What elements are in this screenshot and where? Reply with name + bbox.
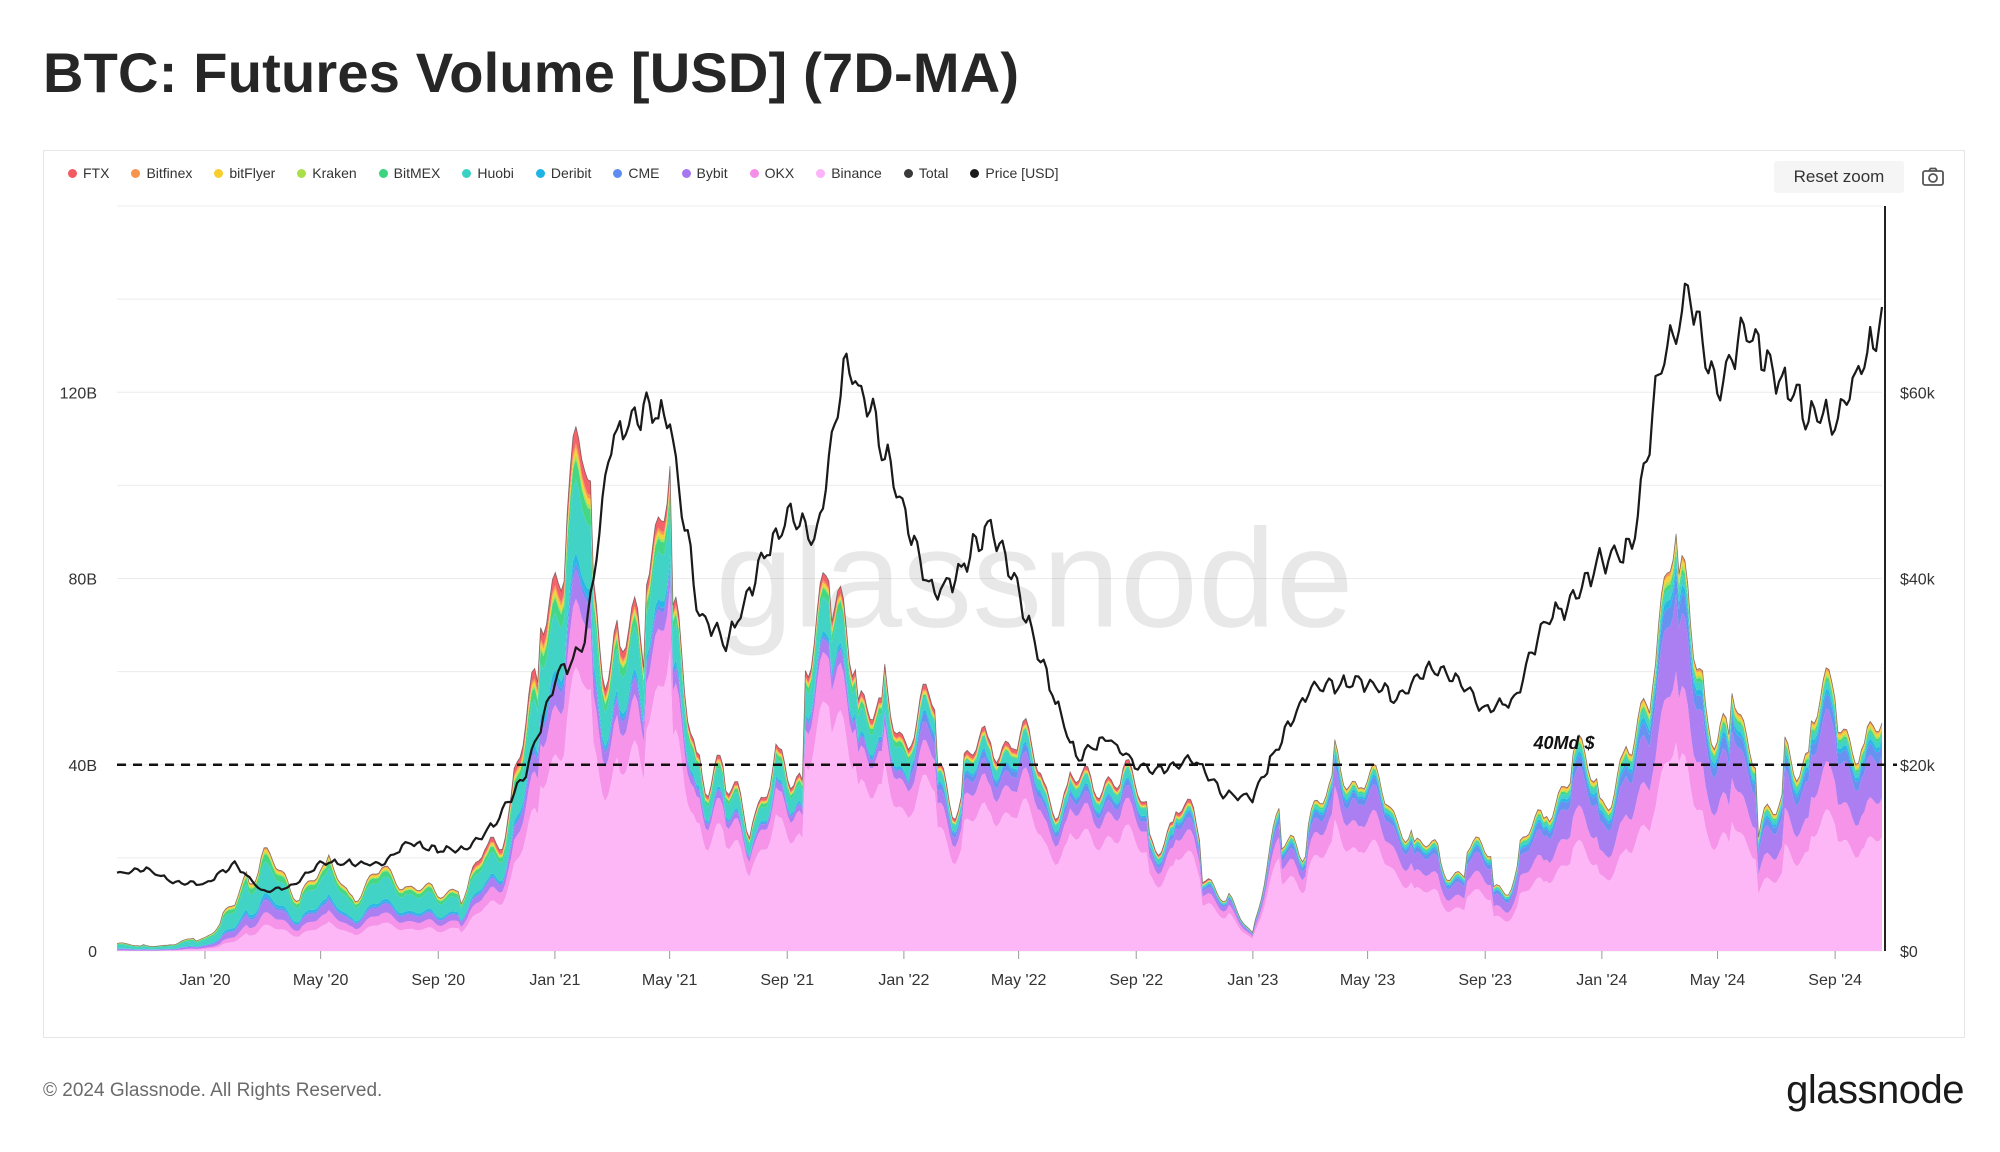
legend-item-cme[interactable]: CME	[613, 165, 660, 181]
y-right-tick: $20k	[1900, 758, 1936, 775]
legend-dot	[816, 168, 826, 178]
legend-dot	[68, 168, 77, 178]
footer-copyright: © 2024 Glassnode. All Rights Reserved.	[43, 1080, 383, 1101]
legend-dot	[903, 168, 913, 178]
legend-item-bybit[interactable]: Bybit	[681, 165, 728, 181]
legend-label: Price [USD]	[985, 165, 1059, 181]
y-right-tick: $0	[1900, 944, 1918, 961]
legend-item-bitflyer[interactable]: bitFlyer	[214, 165, 275, 181]
x-tick: Jan '21	[529, 972, 580, 989]
watermark-text: glassnode	[715, 500, 1353, 657]
x-tick: Sep '21	[760, 972, 814, 989]
legend-item-kraken[interactable]: Kraken	[297, 165, 357, 181]
y-left-tick: 40B	[69, 758, 97, 775]
legend-label: OKX	[764, 165, 795, 181]
legend-dot	[297, 168, 307, 178]
x-tick: May '20	[293, 972, 349, 989]
chart-card: FTX Bitfinex bitFlyer Kraken BitMEX Huobi Deri…	[43, 150, 1965, 1038]
line-series-total	[116, 426, 1883, 947]
legend-item-deribit[interactable]: Deribit	[535, 165, 592, 181]
x-tick: May '21	[642, 972, 698, 989]
area-series-binance	[117, 650, 1882, 951]
legend-label: Bybit	[696, 165, 728, 181]
legend-label: Total	[918, 165, 949, 181]
legend-label: Huobi	[477, 165, 514, 181]
legend-label: Bitfinex	[146, 165, 193, 181]
legend-dot	[749, 168, 759, 178]
y-left-tick: 120B	[60, 385, 97, 402]
legend-label: bitFlyer	[229, 165, 276, 181]
legend-item-huobi[interactable]: Huobi	[462, 165, 514, 181]
x-tick: Sep '20	[411, 972, 465, 989]
x-tick: May '22	[991, 972, 1047, 989]
legend-label: BitMEX	[393, 165, 441, 181]
legend-item-total[interactable]: Total	[903, 165, 949, 181]
reset-zoom-button[interactable]: Reset zoom	[1774, 161, 1904, 193]
y-left-tick: 80B	[69, 572, 97, 589]
legend-label: FTX	[83, 165, 110, 181]
x-tick: Sep '24	[1808, 972, 1862, 989]
legend-item-price-usd[interactable]: Price [USD]	[970, 165, 1059, 181]
legend-dot	[613, 168, 623, 178]
x-tick: Jan '24	[1576, 972, 1627, 989]
legend-label: Deribit	[550, 165, 592, 181]
x-tick: Sep '22	[1109, 972, 1163, 989]
y-right-tick: $40k	[1900, 572, 1936, 589]
legend-item-binance[interactable]: Binance	[816, 165, 882, 181]
legend-dot	[378, 168, 388, 178]
legend-item-okx[interactable]: OKX	[749, 165, 795, 181]
legend-item-bitmex[interactable]: BitMEX	[378, 165, 441, 181]
legend-dot	[131, 168, 141, 178]
x-tick: May '24	[1690, 972, 1746, 989]
camera-icon[interactable]	[1921, 166, 1945, 188]
chart-plot: glassnode 0 40B 80B 120B $0 $20k $40k $60k Jan '2…	[60, 205, 1936, 989]
legend: FTX Bitfinex bitFlyer Kraken BitMEX Huobi Deri…	[68, 165, 1081, 181]
legend-dot	[214, 168, 224, 178]
legend-dot	[681, 168, 691, 178]
legend-label: Kraken	[312, 165, 357, 181]
y-left-tick: 0	[88, 944, 97, 961]
legend-item-bitfinex[interactable]: Bitfinex	[131, 165, 192, 181]
y-right-tick: $60k	[1900, 385, 1936, 402]
page-title: BTC: Futures Volume [USD] (7D-MA)	[43, 41, 1020, 104]
legend-dot	[970, 168, 980, 178]
legend-label: CME	[628, 165, 660, 181]
annotation-label: 40Md $	[1532, 733, 1595, 753]
x-tick: Sep '23	[1458, 972, 1512, 989]
legend-label: Binance	[831, 165, 882, 181]
x-tick: Jan '20	[179, 972, 230, 989]
x-tick: Jan '23	[1227, 972, 1278, 989]
legend-item-ftx[interactable]: FTX	[68, 165, 109, 181]
line-series-price	[116, 282, 1884, 894]
legend-dot	[535, 168, 545, 178]
glassnode-logo: glassnode	[1786, 1068, 1964, 1112]
legend-dot	[462, 168, 472, 178]
x-tick: Jan '22	[878, 972, 929, 989]
x-tick: May '23	[1340, 972, 1396, 989]
